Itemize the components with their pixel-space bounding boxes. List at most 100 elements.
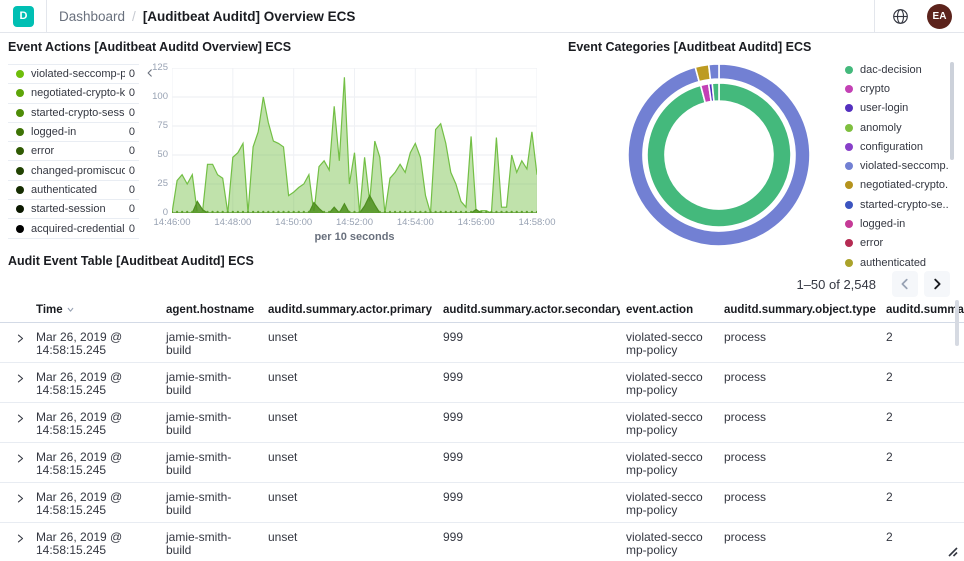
next-page-button[interactable]	[924, 271, 950, 297]
column-header-summary-count[interactable]: auditd.summary	[880, 304, 964, 316]
header-divider	[46, 0, 47, 32]
avatar[interactable]: EA	[927, 3, 952, 29]
legend-item[interactable]: negotiated-crypto...	[845, 176, 949, 195]
cell-object-type: process	[724, 450, 767, 464]
pie-slice-violated-seccomp-policy[interactable]	[627, 63, 811, 247]
legend-label: logged-in	[860, 218, 906, 231]
legend-item[interactable]: violated-seccomp...	[845, 156, 949, 175]
legend-item[interactable]: violated-seccomp-p...0	[8, 65, 139, 85]
area-chart-canvas	[170, 67, 539, 215]
legend-item[interactable]: acquired-credentials 0	[8, 219, 139, 239]
table-scrollbar[interactable]	[955, 300, 959, 346]
legend-swatch	[16, 205, 24, 214]
legend-swatch	[845, 181, 853, 190]
legend-item[interactable]: error 0	[8, 142, 139, 162]
legend-label: negotiated-crypto...	[860, 179, 949, 192]
legend-swatch	[845, 258, 853, 267]
row-expand-button[interactable]	[0, 483, 30, 507]
legend-item[interactable]: crypto	[845, 79, 949, 98]
header-divider	[874, 0, 875, 32]
legend-item[interactable]: negotiated-crypto-key0	[8, 84, 139, 104]
legend-swatch	[16, 166, 24, 175]
pie-slice-dac-decision[interactable]	[646, 82, 792, 228]
event-actions-legend: violated-seccomp-p...0negotiated-crypto-…	[8, 64, 139, 239]
app-logo[interactable]: D	[13, 5, 34, 27]
x-axis-tick-label: 14:46:00	[153, 217, 191, 228]
column-header-label: agent.hostname	[166, 303, 255, 316]
legend-item[interactable]: configuration	[845, 137, 949, 156]
cell-actor-secondary: 999	[443, 330, 464, 344]
help-menu-button[interactable]	[887, 3, 913, 29]
legend-swatch	[16, 89, 24, 98]
x-axis-tick-label: 14:54:00	[396, 217, 434, 228]
legend-item[interactable]: started-crypto-se...	[845, 195, 949, 214]
legend-collapse-button[interactable]	[143, 66, 157, 80]
column-header-event-action[interactable]: event.action	[620, 304, 718, 316]
donut-chart[interactable]	[626, 62, 812, 248]
legend-label: error	[31, 145, 55, 158]
legend-value: 0	[128, 203, 135, 216]
legend-label: violated-seccomp...	[860, 160, 949, 173]
row-expand-button[interactable]	[0, 403, 30, 427]
column-header-agent-hostname[interactable]: agent.hostname	[160, 304, 262, 316]
resize-icon	[948, 547, 958, 557]
legend-item[interactable]: logged-in	[845, 214, 949, 233]
legend-label: dac-decision	[860, 63, 922, 76]
cell-actor-secondary: 999	[443, 490, 464, 504]
legend-item[interactable]: authenticated 0	[8, 181, 139, 201]
legend-item[interactable]: authenticated	[845, 253, 949, 272]
cell-event-action: violated-seccomp-policy	[626, 450, 703, 477]
area-chart[interactable]	[170, 67, 539, 215]
legend-swatch	[16, 185, 24, 194]
column-header-actor-primary[interactable]: auditd.summary.actor.primary	[262, 304, 437, 316]
column-header-actor-secondary[interactable]: auditd.summary.actor.secondary	[437, 304, 620, 316]
column-header-label: auditd.summary.actor.secondary	[443, 303, 620, 316]
cell-actor-primary: unset	[268, 490, 298, 504]
legend-swatch	[845, 84, 853, 93]
cell-time: Mar 26, 2019 @ 14:58:15.245	[36, 370, 123, 397]
row-expand-button[interactable]	[0, 523, 30, 547]
legend-swatch	[845, 200, 853, 209]
legend-scrollbar[interactable]	[950, 62, 954, 160]
cell-object-type: process	[724, 490, 767, 504]
legend-item[interactable]: started-crypto-sessi...0	[8, 104, 139, 123]
panel-resize-handle[interactable]	[947, 545, 959, 557]
row-expand-button[interactable]	[0, 443, 30, 467]
legend-value: 0	[128, 145, 135, 158]
previous-page-button[interactable]	[892, 271, 918, 297]
breadcrumb: Dashboard / [Auditbeat Auditd] Overview …	[59, 9, 355, 24]
cell-summary-count: 2	[886, 530, 893, 544]
legend-item[interactable]: changed-promiscuo...0	[8, 161, 139, 181]
breadcrumb-dashboard-link[interactable]: Dashboard	[59, 8, 126, 24]
legend-swatch	[16, 70, 24, 79]
cell-time: Mar 26, 2019 @ 14:58:15.245	[36, 330, 123, 357]
x-axis-tick-label: 14:48:00	[214, 217, 252, 228]
row-expand-button[interactable]	[0, 323, 30, 347]
y-axis-tick-label: 25	[157, 178, 168, 189]
legend-item[interactable]: user-login	[845, 99, 949, 118]
pie-slice-violated-seccomp-policy[interactable]	[707, 63, 720, 81]
legend-item[interactable]: anomoly	[845, 118, 949, 137]
row-expand-button[interactable]	[0, 363, 30, 387]
legend-label: configuration	[860, 140, 923, 153]
y-axis-tick-label: 50	[157, 149, 168, 160]
legend-value: 0	[128, 164, 135, 177]
chevron-right-icon	[17, 374, 24, 383]
cell-summary-count: 2	[886, 490, 893, 504]
legend-item[interactable]: dac-decision	[845, 60, 949, 79]
legend-item[interactable]: started-session 0	[8, 200, 139, 220]
legend-item[interactable]: error	[845, 234, 949, 253]
legend-item[interactable]: logged-in 0	[8, 123, 139, 143]
column-header-label: auditd.summary.object.type	[724, 303, 876, 316]
pie-slice-dac-decision[interactable]	[711, 82, 720, 103]
column-header-time[interactable]: Time	[30, 304, 160, 316]
legend-swatch	[845, 162, 853, 171]
column-header-label: auditd.summary.actor.primary	[268, 303, 433, 316]
area-chart-x-axis: 14:46:00 14:48:00 14:50:00 14:52:00 14:54:00…	[154, 217, 556, 229]
cell-actor-secondary: 999	[443, 370, 464, 384]
chevron-right-icon	[17, 414, 24, 423]
column-header-object-type[interactable]: auditd.summary.object.type	[718, 304, 880, 316]
table-row: Mar 26, 2019 @ 14:58:15.245 jamie-smith-b…	[0, 323, 964, 363]
y-axis-tick-label: 75	[157, 120, 168, 131]
cell-event-action: violated-seccomp-policy	[626, 490, 703, 517]
